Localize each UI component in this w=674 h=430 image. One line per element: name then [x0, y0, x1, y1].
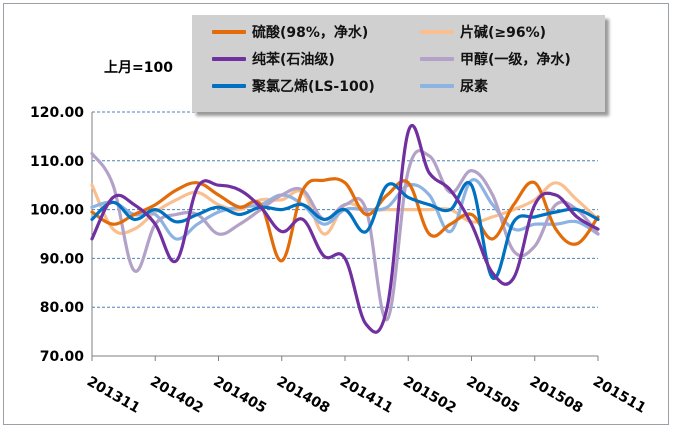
series-line-1 [90, 177, 600, 263]
legend-swatch [212, 84, 246, 88]
legend-item: 硫酸(98%，净水) [212, 22, 368, 42]
y-tick-label: 100.00 [30, 203, 84, 219]
legend-label: 硫酸(98%，净水) [252, 25, 369, 41]
series-line-4 [90, 149, 600, 322]
series-line-5 [90, 180, 600, 280]
y-axis: 70.00 80.00 90.00 100.00 110.00 120.00 [30, 105, 93, 365]
legend-label: 片碱(≥96%) [460, 25, 547, 41]
x-tick-label: 201511 [590, 374, 649, 417]
legend-swatch [212, 30, 246, 34]
legend-item: 纯苯(石油级) [212, 49, 335, 69]
legend-label: 聚氯乙烯(LS-100) [252, 79, 375, 95]
legend-item: 片碱(≥96%) [420, 22, 546, 42]
x-tick-label: 201508 [527, 374, 586, 417]
legend-label: 尿素 [460, 79, 488, 95]
y-tick-label: 120.00 [30, 105, 84, 121]
x-axis: 201311 201402 201405 201408 201411 201502 2015… [84, 355, 649, 417]
x-tick-label: 201505 [464, 374, 523, 417]
legend-item: 甲醇(一级，净水) [420, 49, 571, 69]
y-tick-label: 80.00 [40, 300, 85, 316]
x-tick-label: 201408 [274, 374, 333, 417]
series-lines [90, 123, 600, 334]
legend-item: 聚氯乙烯(LS-100) [212, 76, 375, 96]
legend-label: 纯苯(石油级) [252, 52, 335, 68]
legend-swatch [420, 57, 454, 61]
x-tick-label: 201405 [211, 374, 270, 417]
y-tick-label: 110.00 [30, 154, 84, 170]
legend-swatch [212, 57, 246, 61]
legend-label: 甲醇(一级，净水) [460, 52, 571, 68]
legend-item: 尿素 [420, 76, 488, 96]
x-tick-label: 201311 [84, 374, 143, 417]
x-tick-label: 201502 [400, 374, 459, 417]
legend-swatch [420, 84, 454, 88]
legend [192, 15, 605, 112]
unit-note: 上月=100 [104, 60, 173, 76]
x-tick-label: 201411 [337, 374, 396, 417]
y-tick-label: 90.00 [40, 251, 85, 267]
x-tick-label: 201402 [147, 374, 206, 417]
series-line-3 [90, 123, 600, 334]
legend-swatch [420, 30, 454, 34]
y-tick-label: 70.00 [40, 349, 85, 365]
